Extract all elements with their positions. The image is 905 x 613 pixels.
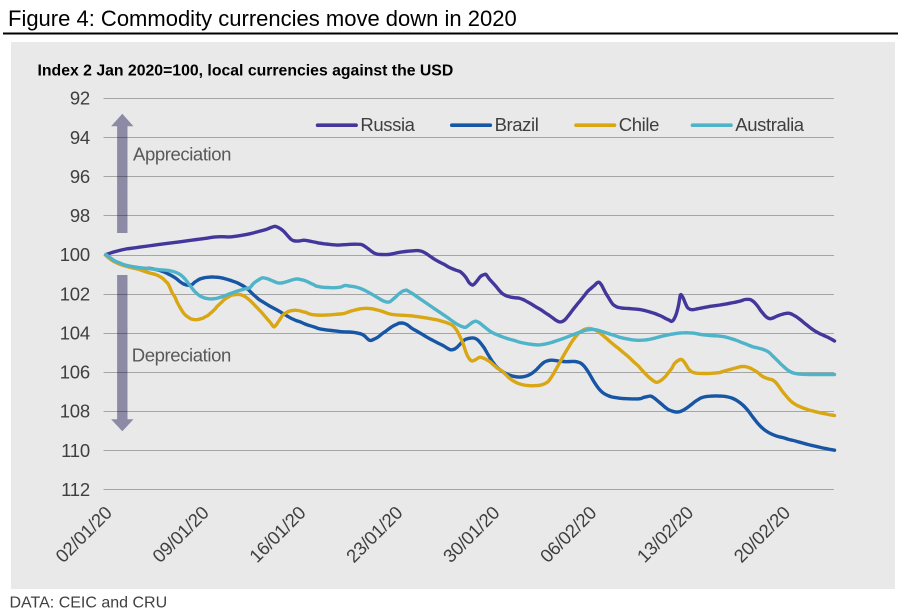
svg-text:92: 92 bbox=[70, 88, 90, 109]
svg-text:100: 100 bbox=[60, 244, 90, 265]
svg-text:102: 102 bbox=[60, 283, 90, 304]
svg-text:Depreciation: Depreciation bbox=[132, 344, 231, 365]
svg-text:110: 110 bbox=[61, 440, 90, 461]
svg-text:112: 112 bbox=[61, 479, 90, 500]
svg-text:Russia: Russia bbox=[360, 114, 415, 135]
svg-text:98: 98 bbox=[70, 205, 90, 226]
svg-text:96: 96 bbox=[70, 166, 90, 187]
svg-text:Appreciation: Appreciation bbox=[133, 143, 231, 164]
svg-text:Australia: Australia bbox=[735, 114, 804, 135]
svg-text:Chile: Chile bbox=[619, 114, 659, 135]
svg-text:Brazil: Brazil bbox=[495, 114, 539, 135]
svg-text:Index 2 Jan 2020=100, local cu: Index 2 Jan 2020=100, local currencies a… bbox=[38, 63, 454, 80]
svg-text:108: 108 bbox=[60, 401, 90, 422]
svg-text:DATA: CEIC and CRU: DATA: CEIC and CRU bbox=[10, 594, 168, 611]
svg-text:104: 104 bbox=[60, 323, 90, 344]
svg-text:106: 106 bbox=[60, 362, 90, 383]
svg-text:Figure 4: Commodity currencies: Figure 4: Commodity currencies move down… bbox=[8, 6, 517, 31]
svg-text:94: 94 bbox=[70, 127, 90, 148]
